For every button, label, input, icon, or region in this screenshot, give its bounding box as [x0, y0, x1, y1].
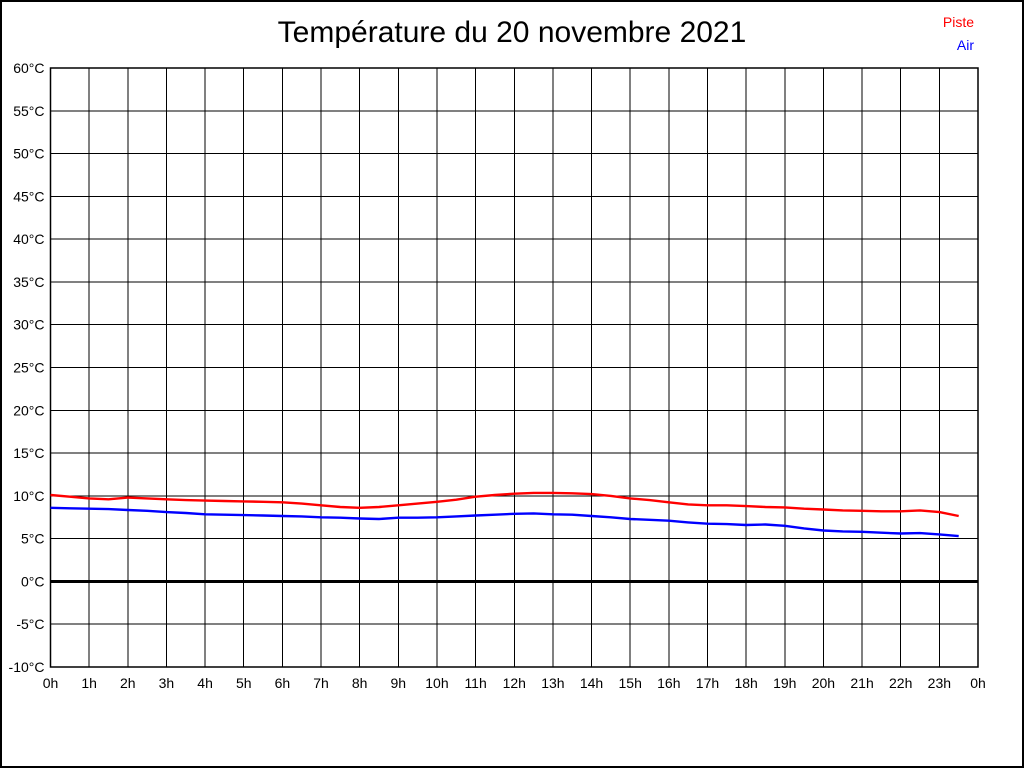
x-axis-tick-label: 10h [425, 675, 448, 691]
x-axis-tick-label: 17h [696, 675, 719, 691]
y-axis-tick-label: 25°C [13, 360, 44, 376]
x-axis-tick-label: 0h [970, 675, 986, 691]
series-line-air [50, 506, 959, 538]
legend: Piste Air [943, 11, 974, 57]
x-axis-tick-label: 8h [352, 675, 368, 691]
y-axis-tick-label: 40°C [13, 231, 44, 247]
x-axis-tick-label: 1h [81, 675, 97, 691]
plot-border [49, 67, 979, 668]
x-axis-tick-label: 14h [580, 675, 603, 691]
y-axis-tick-label: 30°C [13, 317, 44, 333]
y-axis-tick-label: -10°C [9, 659, 45, 675]
x-axis-tick-label: 0h [43, 675, 59, 691]
y-axis-tick-label: -5°C [16, 616, 44, 632]
x-axis-tick-label: 13h [541, 675, 564, 691]
y-axis-tick-label: 5°C [21, 531, 45, 547]
x-axis-tick-label: 9h [391, 675, 407, 691]
chart-title: Température du 20 novembre 2021 [277, 16, 747, 49]
x-axis-tick-label: 5h [236, 675, 252, 691]
y-axis-tick-label: 20°C [13, 402, 44, 418]
y-axis-tick-label: 0°C [21, 573, 45, 589]
x-axis-tick-label: 7h [313, 675, 329, 691]
x-axis-tick-label: 21h [850, 675, 873, 691]
x-axis-tick-label: 4h [197, 675, 213, 691]
y-axis-tick-label: 10°C [13, 488, 44, 504]
y-axis-tick-label: 35°C [13, 274, 44, 290]
x-axis-tick-label: 12h [503, 675, 526, 691]
y-axis-tick-label: 15°C [13, 445, 44, 461]
x-axis-tick-label: 18h [734, 675, 757, 691]
x-axis-tick-label: 22h [889, 675, 912, 691]
y-axis-tick-label: 50°C [13, 146, 44, 162]
x-axis-tick-label: 2h [120, 675, 136, 691]
y-axis-tick-label: 60°C [13, 60, 44, 76]
x-axis-tick-label: 6h [275, 675, 291, 691]
x-axis-tick-label: 16h [657, 675, 680, 691]
x-axis-tick-label: 11h [464, 675, 486, 691]
x-axis-tick-label: 19h [773, 675, 796, 691]
x-axis-tick-label: 20h [812, 675, 835, 691]
y-axis-tick-label: 55°C [13, 103, 44, 119]
legend-item-piste: Piste [942, 14, 974, 30]
x-axis-tick-label: 3h [159, 675, 175, 691]
y-axis-tick-label: 45°C [13, 188, 44, 204]
series-line-piste [50, 491, 959, 518]
x-axis-tick-label: 15h [619, 675, 642, 691]
x-axis-tick-label: 23h [928, 675, 951, 691]
legend-item-air: Air [956, 37, 974, 53]
